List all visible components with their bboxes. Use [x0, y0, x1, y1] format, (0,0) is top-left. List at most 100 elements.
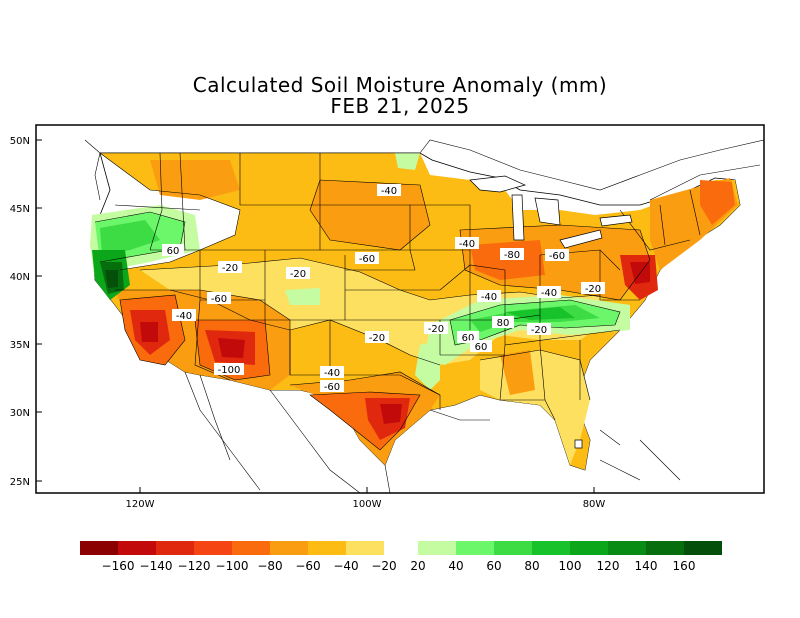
color-legend: −160 −140 −120 −100 −80 −60 −40 −20 20 40 60 80 100 1…: [80, 541, 722, 573]
legend-label: −140: [140, 559, 173, 573]
svg-text:-60: -60: [359, 254, 375, 265]
lake-michigan: [511, 194, 525, 241]
dry-socal-140: [140, 322, 158, 342]
great-lakes: [469, 175, 633, 449]
svg-text:-60: -60: [211, 294, 227, 305]
contour-label: -20: [286, 267, 310, 280]
svg-text:-40: -40: [541, 288, 557, 299]
map-area: -40 -80 -60 -40 -60 -20 -20 60 -60 -40 -…: [84, 139, 764, 493]
svg-text:60: 60: [475, 342, 488, 353]
legend-label: 100: [559, 559, 582, 573]
contour-label: -60: [320, 380, 344, 393]
contour-labels: -40 -80 -60 -40 -60 -20 -20 60 -60 -40 -…: [162, 184, 605, 393]
contour-label: -20: [424, 322, 448, 335]
contour-label: -60: [355, 252, 379, 265]
svg-text:-20: -20: [531, 325, 547, 336]
lat-label: 50N: [10, 136, 30, 147]
contour-label: -20: [527, 323, 551, 336]
svg-text:-20: -20: [290, 269, 306, 280]
svg-text:-60: -60: [549, 251, 565, 262]
lake-superior: [469, 175, 527, 193]
legend-label: −120: [178, 559, 211, 573]
legend-label: −160: [102, 559, 135, 573]
svg-text:-40: -40: [176, 311, 192, 322]
contour-label: -20: [218, 261, 242, 274]
legend-swatch: [418, 541, 456, 555]
legend-swatch: [646, 541, 684, 555]
svg-text:-40: -40: [459, 239, 475, 250]
legend-label: 20: [410, 559, 425, 573]
legend-swatch: [346, 541, 384, 555]
contour-label: -60: [545, 249, 569, 262]
contour-label: -80: [500, 248, 524, 261]
legend-swatch: [308, 541, 346, 555]
florida-lake: [574, 439, 583, 449]
lat-label: 30N: [10, 408, 30, 419]
contour-label: -40: [377, 184, 401, 197]
contour-label: -40: [537, 286, 561, 299]
lat-label: 25N: [10, 477, 30, 488]
wet-ncal-160: [105, 270, 118, 288]
legend-label: 40: [448, 559, 463, 573]
legend-swatch: [80, 541, 118, 555]
longitude-labels: 120W 100W 80W: [126, 499, 606, 510]
contour-label: 80: [492, 316, 514, 329]
lat-label: 45N: [10, 204, 30, 215]
dry-anomaly-regions: [95, 153, 740, 470]
svg-text:80: 80: [497, 318, 510, 329]
legend-label: −60: [295, 559, 320, 573]
wet-colorado: [285, 288, 320, 305]
svg-text:-40: -40: [324, 368, 340, 379]
map-frame: [35, 124, 765, 494]
dry-arizona-140: [218, 338, 245, 358]
legend-swatch: [156, 541, 194, 555]
svg-text:-20: -20: [428, 324, 444, 335]
svg-text:-80: -80: [504, 250, 520, 261]
legend-swatch: [270, 541, 308, 555]
legend-label: 60: [486, 559, 501, 573]
dry-pacnw-east: [150, 160, 240, 200]
svg-text:-40: -40: [481, 292, 497, 303]
contour-label: -20: [365, 331, 389, 344]
latitude-axis: [36, 139, 42, 482]
svg-text:60: 60: [462, 333, 475, 344]
legend-swatch: [532, 541, 570, 555]
svg-text:-60: -60: [324, 382, 340, 393]
lake-erie: [559, 229, 603, 249]
contour-label: -40: [172, 309, 196, 322]
map-date: FEB 21, 2025: [330, 94, 470, 118]
contour-label: -40: [320, 366, 344, 379]
lake-ontario: [599, 214, 633, 227]
latitude-labels: 50N 45N 40N 35N 30N 25N: [10, 136, 30, 488]
legend-label: 120: [597, 559, 620, 573]
wet-montana: [395, 153, 420, 170]
lon-label: 80W: [583, 499, 606, 510]
svg-text:-20: -20: [222, 263, 238, 274]
legend-swatch: [232, 541, 270, 555]
legend-label: 160: [673, 559, 696, 573]
svg-text:-40: -40: [381, 186, 397, 197]
svg-text:-20: -20: [585, 284, 601, 295]
dry-40-mid: [310, 180, 430, 250]
lon-label: 100W: [353, 499, 382, 510]
legend-label: 140: [635, 559, 658, 573]
legend-swatch: [494, 541, 532, 555]
lon-label: 120W: [126, 499, 155, 510]
legend-swatch: [684, 541, 722, 555]
map-title: Calculated Soil Moisture Anomaly (mm): [192, 73, 608, 97]
contour-label: -20: [581, 282, 605, 295]
legend-label: 80: [524, 559, 539, 573]
wet-ozark: [415, 340, 440, 390]
legend-label: −20: [371, 559, 396, 573]
legend-swatch: [608, 541, 646, 555]
legend-label: −40: [333, 559, 358, 573]
svg-text:-100: -100: [218, 365, 241, 376]
dry-northeast-80: [700, 180, 735, 225]
dry-southeast-60: [500, 350, 535, 395]
dry-texas-140: [380, 404, 402, 424]
legend-swatch: [570, 541, 608, 555]
legend-swatch: [118, 541, 156, 555]
longitude-axis: [139, 487, 595, 493]
contour-label: 60: [470, 340, 492, 353]
